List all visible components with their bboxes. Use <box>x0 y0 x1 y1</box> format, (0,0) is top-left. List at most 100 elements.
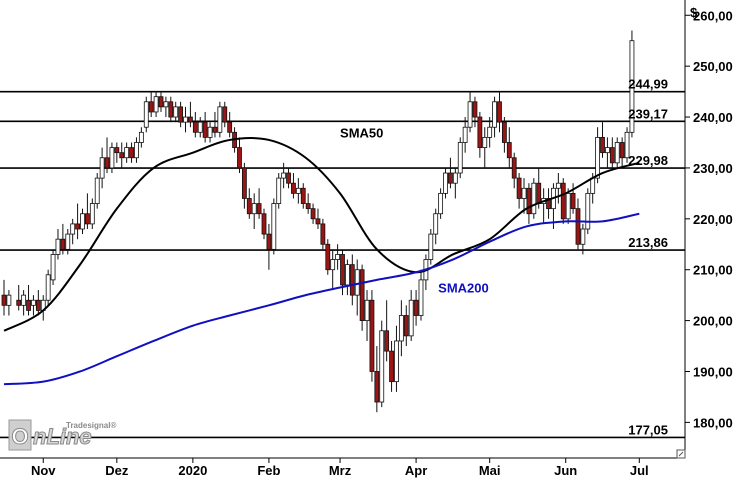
candle-body <box>433 213 439 235</box>
x-tick-label: 2020 <box>178 463 207 478</box>
candle-body <box>477 116 483 148</box>
candle <box>457 137 463 179</box>
candle-body <box>580 228 586 245</box>
candle-body <box>516 177 522 199</box>
candle-body <box>330 259 336 271</box>
candle <box>433 208 439 245</box>
candle <box>246 188 252 219</box>
candle-body <box>178 106 184 123</box>
candle <box>55 229 61 260</box>
candle-body <box>555 182 561 189</box>
candle <box>438 188 444 219</box>
candle <box>359 264 365 331</box>
candle <box>286 167 291 189</box>
candle-body <box>487 126 493 138</box>
candle <box>21 290 27 316</box>
candle <box>60 223 66 255</box>
candle-body <box>398 315 404 342</box>
level-label: 213,86 <box>628 235 668 250</box>
candle-body <box>75 223 80 230</box>
candle <box>389 340 394 392</box>
candle-body <box>138 131 144 143</box>
candle <box>207 122 213 143</box>
candle <box>487 117 493 148</box>
candle <box>354 259 360 316</box>
candle <box>109 142 115 174</box>
candle-body <box>629 40 635 133</box>
candle <box>261 208 267 240</box>
candle <box>35 290 41 316</box>
candle <box>511 152 517 189</box>
candle-body <box>506 142 512 159</box>
candle <box>428 229 434 265</box>
candle <box>192 111 198 138</box>
candle-body <box>80 213 85 230</box>
candle-body <box>448 172 453 184</box>
y-tick-label: 180,00 <box>693 415 733 430</box>
candle <box>281 162 287 189</box>
candle-body <box>84 213 90 225</box>
candle-body <box>315 218 321 225</box>
candle-body <box>251 203 257 215</box>
y-tick-label: 250,00 <box>693 59 733 74</box>
candle-body <box>94 177 100 204</box>
candle <box>305 193 311 214</box>
candle-body <box>536 182 542 204</box>
candle <box>477 111 483 158</box>
candle <box>531 178 537 219</box>
candle <box>134 137 139 163</box>
candle <box>212 111 218 138</box>
candle-body <box>389 350 394 383</box>
candle-body <box>241 167 247 199</box>
candle <box>555 173 561 204</box>
candle <box>183 106 188 133</box>
candle-body <box>560 182 566 220</box>
candle <box>158 91 164 112</box>
candle-body <box>65 233 71 250</box>
moving-averages <box>3 137 640 386</box>
y-tick-label: 260,00 <box>693 8 733 23</box>
candle <box>26 284 31 316</box>
candles <box>1 30 635 413</box>
candle-body <box>565 192 571 220</box>
candle <box>104 137 110 174</box>
level-labels: 244,99 239,17 229,98 213,86 177,05 SMA50 SMA20… <box>340 77 668 438</box>
x-tick-label: Jun <box>554 463 577 478</box>
candle-body <box>227 121 233 133</box>
candle <box>70 218 76 245</box>
candle <box>364 290 370 341</box>
candle <box>310 203 316 224</box>
candle <box>546 188 551 219</box>
candle <box>526 183 532 224</box>
candle-body <box>99 157 105 179</box>
resize-corner-icon[interactable] <box>676 449 686 459</box>
candle <box>84 193 90 229</box>
candle-body <box>50 254 56 281</box>
candle <box>222 101 228 128</box>
candle-body <box>291 182 296 194</box>
candle-body <box>286 172 291 184</box>
candle <box>168 96 174 123</box>
candle <box>384 300 390 362</box>
candle-body <box>153 96 159 113</box>
candle-body <box>207 126 213 138</box>
candle-body <box>31 299 36 306</box>
series-line-sma50 <box>3 137 640 332</box>
candle <box>443 167 448 199</box>
x-tick-label: Mrz <box>329 463 352 478</box>
candle <box>335 244 340 270</box>
candle-body <box>595 136 601 179</box>
candle <box>173 101 179 123</box>
tradesignal-online-logo: O nLine Tradesignal® <box>8 419 116 451</box>
candle <box>75 203 80 240</box>
level-label: 229,98 <box>628 153 668 168</box>
candle-body <box>467 101 473 128</box>
candle-body <box>295 187 301 194</box>
candle-body <box>413 299 419 316</box>
candle-body <box>305 203 311 210</box>
candle <box>163 96 169 118</box>
candle <box>138 127 144 148</box>
candle-body <box>369 299 375 372</box>
